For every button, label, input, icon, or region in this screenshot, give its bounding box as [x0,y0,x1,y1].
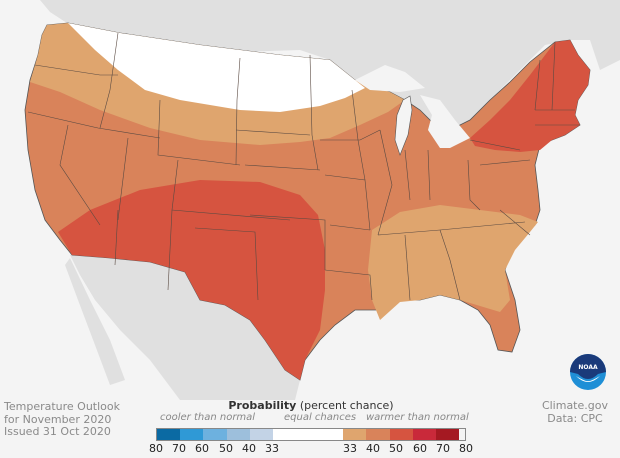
swatch-above-33 [343,429,366,440]
tick: 40 [366,442,380,455]
baja-land [65,258,125,385]
credit-site: Climate.gov [541,399,608,412]
tick: 70 [436,442,450,455]
swatch-above-40 [366,429,390,440]
legend-warmer-label: warmer than normal [366,412,469,423]
band-above-50-southwest [58,180,325,380]
mexico-land [70,255,300,400]
swatch-below-80 [157,429,180,440]
swatch-above-60 [413,429,436,440]
legend-title-rest: (percent chance) [296,399,394,412]
noaa-logo-icon: NOAA [568,352,608,396]
swatch-below-70 [180,429,203,440]
map-title: Temperature Outlook [4,400,121,413]
map-title-block: Temperature Outlook for November 2020 Is… [4,400,121,439]
lake-michigan [394,95,413,156]
swatch-below-60 [203,429,227,440]
tick: 40 [242,442,256,455]
tick: 50 [219,442,233,455]
lake-superior [355,65,425,92]
legend-ticks: 80 70 60 50 40 33 33 40 50 60 70 80 [149,442,473,456]
tick: 33 [343,442,357,455]
swatch-below-50 [227,429,250,440]
credit-data-source: Data: CPC [547,411,603,425]
swatch-above-50 [390,429,413,440]
canada-land [40,0,620,150]
band-equal-chances [68,23,365,112]
tick: 70 [172,442,186,455]
tick: 60 [195,442,209,455]
band-above-33-southeast [368,205,538,320]
band-above-50-northeast [470,40,590,152]
legend-categories: cooler than normal equal chances warmer … [148,412,474,425]
legend-equal-label: equal chances [284,412,357,423]
tick: 80 [459,442,473,455]
swatch-below-40 [250,429,273,440]
map-period: for November 2020 [4,412,112,426]
tick: 33 [265,442,279,455]
legend-color-bar [156,428,466,441]
outlook-map [24,0,620,400]
legend-title-bold: Probability [228,399,297,412]
tick: 50 [389,442,403,455]
tick: 60 [413,442,427,455]
legend-cooler-label: cooler than normal [160,412,256,423]
credit-block: Climate.gov Data: CPC [541,399,608,425]
tick: 80 [149,442,163,455]
lake-huron-erie [420,95,470,148]
legend: Probability (percent chance) cooler than… [148,399,474,425]
state-borders [27,32,580,301]
svg-text:NOAA: NOAA [578,364,598,371]
legend-title: Probability (percent chance) [148,399,474,412]
issue-date: Issued 31 Oct 2020 [4,425,111,438]
swatch-above-70 [436,429,459,440]
swatch-equal [273,429,343,440]
